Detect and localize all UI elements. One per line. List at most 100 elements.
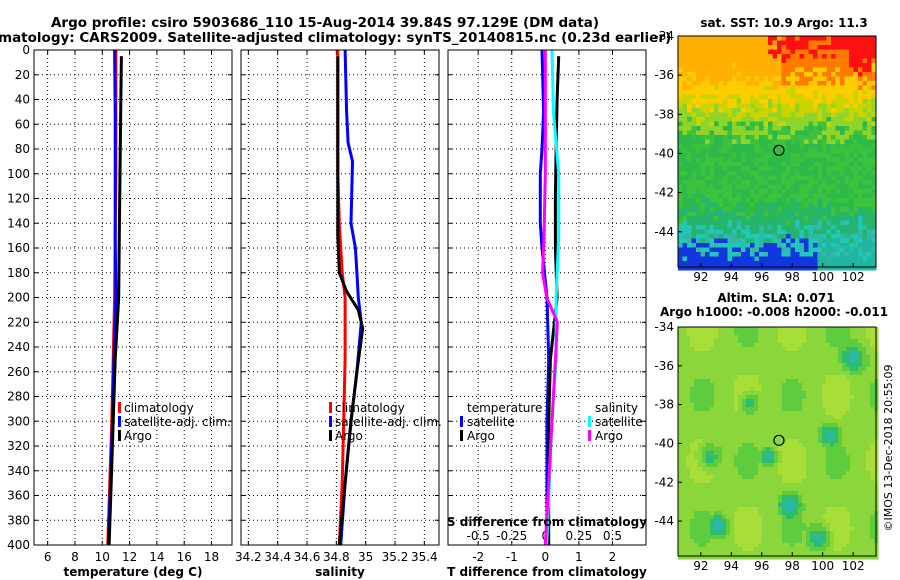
s-tick-label: 0.5: [603, 529, 622, 543]
map-cell: [798, 347, 803, 352]
map-cell: [714, 216, 719, 221]
map-cell: [762, 351, 767, 356]
map-cell: [768, 211, 773, 217]
map-cell: [678, 130, 683, 136]
map-cell: [867, 261, 872, 266]
map-cell: [781, 45, 787, 50]
map-cell: [706, 403, 711, 408]
map-cell: [738, 479, 743, 484]
map-cell: [808, 216, 814, 221]
map-cell: [817, 117, 823, 122]
map-cell: [774, 351, 779, 356]
map-cell: [754, 411, 759, 416]
map-cell: [754, 383, 759, 388]
map-cell: [781, 117, 787, 122]
map-cell: [830, 367, 835, 372]
map-cell: [759, 225, 764, 230]
map-cell: [734, 435, 739, 440]
map-cell: [777, 72, 782, 77]
map-cell: [822, 76, 827, 82]
map-cell: [782, 355, 787, 360]
map-cell: [702, 427, 707, 432]
map-cell: [840, 81, 845, 86]
map-cell: [727, 72, 733, 77]
map-cell: [714, 335, 719, 340]
map-cell: [682, 193, 688, 199]
map-cell: [853, 126, 859, 131]
map-cell: [730, 475, 735, 480]
map-cell: [682, 126, 688, 131]
map-cell: [808, 144, 814, 149]
map-cell: [866, 331, 871, 336]
map-cell: [722, 383, 727, 388]
map-cell: [710, 387, 715, 392]
map-cell: [782, 379, 787, 384]
map-cell: [846, 463, 851, 468]
map-cell: [686, 455, 691, 460]
map-cell: [687, 175, 692, 181]
map-cell: [799, 40, 805, 46]
map-cell: [871, 157, 877, 163]
map-cell: [714, 343, 719, 348]
map-cell: [846, 355, 851, 360]
map-cell: [822, 238, 827, 244]
map-cell: [862, 126, 868, 131]
map-cell: [698, 387, 703, 392]
map-cell: [723, 76, 728, 82]
map-cell: [718, 391, 723, 396]
map-cell: [798, 511, 803, 516]
map-cell: [835, 40, 841, 46]
map-cell: [682, 171, 688, 176]
map-cell: [763, 67, 769, 73]
map-cell: [835, 256, 841, 262]
map-cell: [849, 171, 854, 176]
map-cell: [750, 511, 755, 516]
map-cell: [822, 499, 827, 504]
sla-map-title-line-2: Argo h1000: -0.008 h2000: -0.011: [660, 305, 888, 319]
map-cell: [870, 495, 875, 500]
map-cell: [826, 363, 831, 368]
map-cell: [690, 415, 695, 420]
map-cell: [858, 371, 863, 376]
map-cell: [802, 507, 807, 512]
map-cell: [798, 387, 803, 392]
map-cell: [686, 387, 691, 392]
map-cell: [870, 327, 875, 332]
map-cell: [726, 363, 731, 368]
map-cell: [853, 85, 859, 91]
map-cell: [718, 335, 723, 340]
map-cell: [691, 85, 697, 91]
map-cell: [854, 475, 859, 480]
map-cell: [831, 126, 836, 131]
map-cell: [830, 339, 835, 344]
map-cell: [714, 371, 719, 376]
map-cell: [826, 399, 831, 404]
map-cell: [734, 443, 739, 448]
map-cell: [694, 327, 699, 332]
map-cell: [834, 499, 839, 504]
map-cell: [742, 415, 747, 420]
map-cell: [768, 85, 773, 91]
map-cell: [808, 261, 814, 266]
map-cell: [698, 491, 703, 496]
map-cell: [766, 351, 771, 356]
map-cell: [686, 499, 691, 504]
map-cell: [682, 407, 687, 412]
map-cell: [722, 367, 727, 372]
map-cell: [709, 108, 715, 113]
map-cell: [830, 455, 835, 460]
map-cell: [690, 407, 695, 412]
legend-label-argo: Argo: [335, 429, 363, 443]
map-cell: [822, 108, 827, 113]
map-cell: [754, 256, 760, 262]
map-cell: [687, 247, 692, 253]
map-cell: [690, 383, 695, 388]
map-cell: [723, 229, 728, 235]
map-cell: [763, 36, 769, 41]
map-cell: [741, 153, 746, 158]
map-cell: [750, 483, 755, 488]
map-cell: [818, 487, 823, 492]
map-cell: [742, 407, 747, 412]
map-cell: [777, 162, 782, 167]
map-cell: [830, 451, 835, 456]
